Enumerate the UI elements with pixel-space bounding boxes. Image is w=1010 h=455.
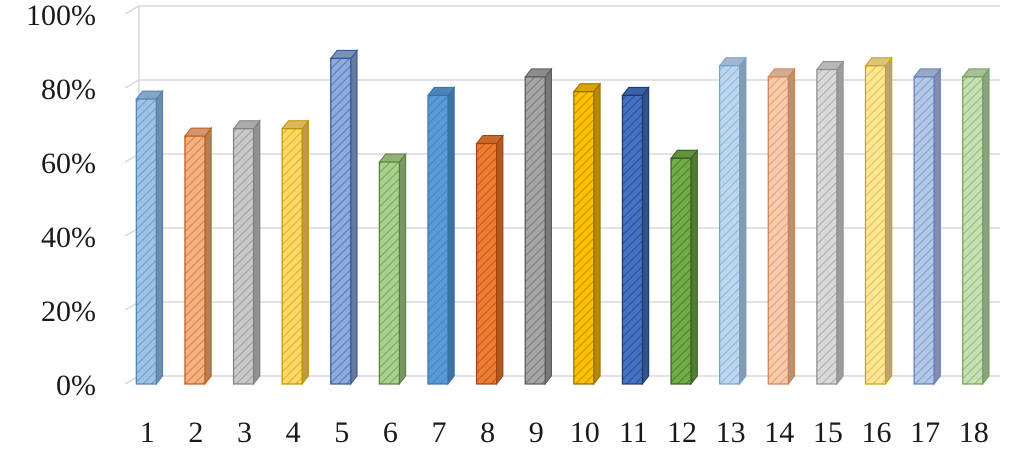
bar-front-face (427, 94, 449, 385)
bar-8 (475, 134, 504, 386)
bar-side-face (447, 85, 455, 386)
bar-9 (524, 67, 553, 386)
bar-side-face (739, 56, 747, 386)
bar-side-face (690, 148, 698, 386)
bar-16 (864, 56, 893, 386)
x-tick-label: 4 (286, 416, 301, 449)
bars (135, 48, 991, 386)
x-tick-label: 14 (764, 416, 794, 449)
bar-13 (718, 56, 747, 386)
x-tick-label: 6 (383, 416, 398, 449)
bar-front-face (135, 98, 157, 385)
bar-front-face (573, 91, 595, 385)
bar-front-face (962, 76, 984, 385)
bar-5 (329, 48, 359, 386)
bar-10 (572, 82, 602, 386)
bar-front-face (621, 94, 644, 385)
gridline (124, 5, 1000, 15)
bar-side-face (253, 119, 261, 386)
bar-15 (815, 60, 845, 386)
bar-17 (913, 67, 942, 386)
bar-6 (378, 152, 407, 386)
y-tick-label: 100% (26, 0, 96, 32)
bar-12 (669, 148, 699, 386)
bar-4 (281, 119, 310, 386)
bar-side-face (787, 67, 796, 386)
bar-2 (183, 126, 213, 386)
x-tick-label: 8 (480, 416, 495, 449)
bar-side-face (350, 48, 358, 386)
bar-front-face (670, 157, 692, 385)
y-tick-label: 20% (41, 295, 96, 328)
bar-front-face (330, 57, 352, 385)
x-tick-label: 2 (188, 416, 203, 449)
x-tick-label: 1 (140, 416, 155, 449)
bar-front-face (475, 142, 498, 385)
bar-side-face (204, 126, 212, 386)
x-tick-label: 13 (716, 416, 746, 449)
y-axis: 0% 20% 40% 60% 80% 100% (26, 0, 96, 402)
x-tick-label: 3 (237, 416, 252, 449)
y-tick-label: 80% (41, 73, 96, 106)
bar-front-face (184, 135, 206, 385)
bar-front-face (524, 76, 546, 385)
bar-side-face (301, 119, 309, 386)
y-tick-label: 0% (56, 369, 96, 402)
x-tick-label: 15 (813, 416, 843, 449)
bar-front-face (913, 76, 935, 385)
bar-front-face (864, 65, 887, 385)
x-tick-label: 11 (619, 416, 648, 449)
bar-11 (621, 85, 650, 386)
x-tick-label: 10 (570, 416, 600, 449)
bar-14 (767, 67, 796, 386)
bar-side-face (544, 67, 552, 386)
bar-18 (961, 67, 991, 386)
bar-front-face (378, 161, 400, 385)
x-axis: 1 2 3 4 5 6 7 8 9 10 11 12 13 14 15 16 17 18 (140, 416, 989, 449)
bar-side-face (982, 67, 990, 386)
bar-side-face (398, 152, 407, 386)
x-tick-label: 12 (667, 416, 697, 449)
bar-side-face (496, 134, 504, 386)
x-tick-label: 5 (334, 416, 349, 449)
bar-front-face (719, 65, 741, 385)
bar-front-face (767, 76, 789, 385)
bar-1 (135, 89, 164, 386)
bar-3 (232, 119, 261, 386)
bar-front-face (816, 68, 838, 385)
x-tick-label: 16 (861, 416, 891, 449)
x-tick-label: 9 (529, 416, 544, 449)
y-tick-label: 40% (41, 221, 96, 254)
x-tick-label: 18 (959, 416, 989, 449)
bar-side-face (641, 85, 650, 386)
bar-side-face (884, 56, 893, 386)
bar-7 (426, 85, 456, 386)
x-tick-label: 17 (910, 416, 940, 449)
y-tick-label: 60% (41, 147, 96, 180)
bar-front-face (232, 128, 255, 385)
bar-side-face (593, 82, 601, 386)
x-tick-label: 7 (431, 416, 446, 449)
bar-side-face (933, 67, 941, 386)
bar-side-face (836, 60, 844, 386)
bar-side-face (155, 89, 164, 386)
bar-front-face (281, 128, 303, 385)
